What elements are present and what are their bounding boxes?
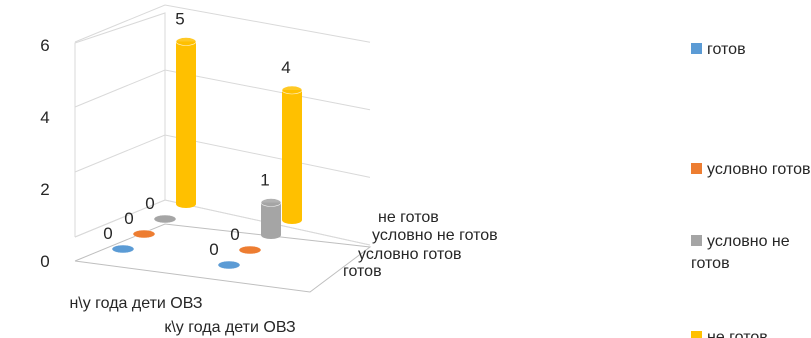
y-tick-label: 4 bbox=[40, 108, 49, 127]
y-tick-label: 0 bbox=[40, 252, 49, 271]
category-label: н\у года дети ОВЗ bbox=[69, 295, 202, 312]
y-axis-ticks: 0 2 4 6 bbox=[40, 36, 49, 271]
legend-item: условно готов bbox=[691, 159, 811, 181]
zero-bar-marker bbox=[132, 229, 156, 239]
series-axis-label: условно не готов bbox=[372, 227, 498, 244]
y-tick-label: 2 bbox=[40, 180, 49, 199]
series-axis-label: условно готов bbox=[358, 246, 462, 263]
bar-body bbox=[261, 202, 281, 239]
zero-bar-marker bbox=[238, 245, 262, 255]
legend-item: условно не готов bbox=[691, 231, 811, 275]
side-wall bbox=[74, 12, 166, 237]
gridline bbox=[74, 134, 371, 178]
series-axis-label: не готов bbox=[378, 209, 439, 226]
legend: готов условно готов условно не готов не … bbox=[691, 0, 811, 338]
data-marks bbox=[111, 37, 303, 270]
gridline bbox=[74, 69, 371, 111]
data-label: 0 bbox=[124, 209, 133, 228]
data-label: 0 bbox=[145, 194, 154, 213]
floor-back-edge bbox=[74, 199, 371, 246]
gridlines bbox=[74, 4, 371, 246]
gridline bbox=[74, 4, 371, 43]
legend-label: не готов bbox=[707, 329, 768, 338]
data-label: 5 bbox=[175, 10, 184, 29]
bar-cap bbox=[175, 37, 197, 46]
data-label: 0 bbox=[230, 225, 239, 244]
bar-body bbox=[282, 90, 302, 224]
legend-label: условно готов bbox=[707, 161, 811, 178]
zero-bar-marker bbox=[153, 214, 177, 224]
floor-outline bbox=[74, 223, 372, 293]
bar-cap bbox=[260, 198, 282, 207]
legend-label: условно не готов bbox=[691, 233, 790, 272]
series-axis-label: готов bbox=[343, 263, 382, 280]
data-label: 4 bbox=[281, 58, 290, 77]
bar-body bbox=[176, 41, 196, 208]
zero-bar-marker bbox=[111, 244, 135, 254]
data-label: 1 bbox=[260, 171, 269, 190]
data-label: 0 bbox=[103, 224, 112, 243]
data-label: 0 bbox=[209, 240, 218, 259]
legend-item: готов bbox=[691, 39, 811, 61]
zero-bar-marker bbox=[217, 260, 241, 270]
legend-swatch bbox=[691, 163, 702, 174]
legend-swatch bbox=[691, 331, 702, 338]
legend-label: готов bbox=[707, 41, 746, 58]
gridline bbox=[74, 199, 371, 246]
bar-cap bbox=[281, 85, 303, 95]
category-label: к\у года дети ОВЗ bbox=[164, 319, 295, 336]
legend-item: не готов bbox=[691, 327, 811, 338]
y-tick-label: 6 bbox=[40, 36, 49, 55]
legend-swatch bbox=[691, 235, 702, 246]
legend-swatch bbox=[691, 43, 702, 54]
category-labels: н\у года дети ОВЗ к\у года дети ОВЗ bbox=[69, 295, 295, 336]
